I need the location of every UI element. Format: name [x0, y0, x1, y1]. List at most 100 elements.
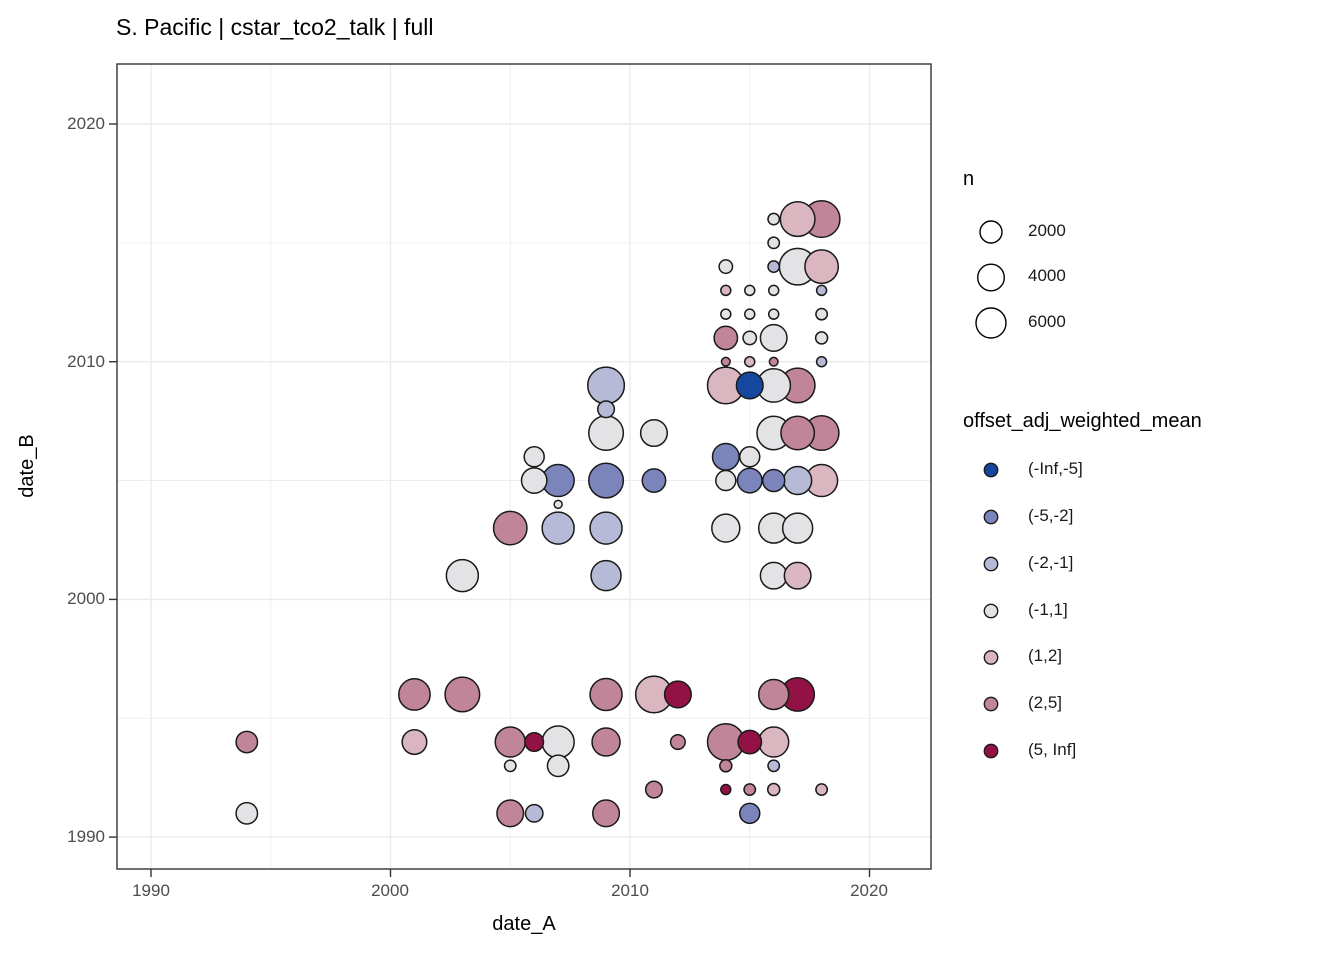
- color-legend-key: [983, 743, 999, 759]
- x-axis-title: date_A: [492, 913, 556, 935]
- data-point: [520, 467, 548, 494]
- color-legend-label-3: (-2,-1]: [1028, 553, 1074, 572]
- data-point: [711, 513, 741, 543]
- size-legend-label-6000: 6000: [1028, 312, 1066, 331]
- data-point: [780, 415, 816, 451]
- data-point: [492, 510, 528, 546]
- size-legend-key: [977, 263, 1006, 292]
- data-point: [783, 561, 812, 590]
- data-point: [768, 356, 779, 367]
- color-legend-key: [983, 650, 999, 665]
- data-point: [761, 468, 786, 493]
- color-legend-key: [983, 556, 999, 572]
- data-point: [503, 759, 517, 773]
- data-point: [767, 212, 781, 226]
- color-legend-key: [983, 696, 999, 712]
- color-legend-key: [983, 462, 999, 478]
- data-point: [735, 371, 764, 400]
- color-legend-label-5: (1,2]: [1028, 646, 1063, 665]
- data-point: [759, 323, 788, 352]
- data-point: [644, 780, 664, 799]
- color-legend-label-4: (-1,1]: [1028, 600, 1068, 619]
- data-point: [815, 284, 828, 297]
- data-point: [587, 366, 626, 405]
- y-tick-label-2000: 2000: [67, 589, 105, 608]
- data-point: [589, 677, 623, 712]
- data-point: [739, 802, 761, 825]
- data-point: [815, 355, 828, 368]
- size-legend-label-2000: 2000: [1028, 221, 1066, 240]
- data-point: [588, 462, 625, 499]
- size-legend-title: n: [963, 168, 975, 190]
- panel-border: [116, 63, 932, 870]
- data-point: [757, 726, 790, 758]
- data-point: [815, 307, 829, 321]
- data-point: [590, 559, 622, 592]
- color-legend-label-2: (-5,-2]: [1028, 506, 1074, 525]
- color-legend-title: offset_adj_weighted_mean: [963, 410, 1202, 432]
- data-point: [597, 400, 616, 419]
- data-point: [759, 561, 788, 590]
- data-point: [814, 331, 829, 345]
- data-point: [804, 249, 840, 285]
- data-point: [737, 729, 763, 755]
- size-legend-key: [979, 220, 1003, 244]
- data-point: [815, 783, 829, 797]
- data-point: [235, 801, 259, 825]
- data-point: [767, 759, 781, 773]
- y-tick-label-2010: 2010: [67, 352, 105, 371]
- data-point: [588, 414, 625, 452]
- data-point: [494, 726, 526, 758]
- color-legend-label-1: (-Inf,-5]: [1028, 459, 1083, 478]
- data-point: [781, 512, 814, 544]
- data-point: [496, 799, 525, 828]
- data-point: [541, 725, 575, 759]
- data-point: [767, 308, 780, 320]
- data-point: [669, 733, 686, 751]
- data-point: [766, 782, 781, 797]
- data-point: [592, 799, 621, 828]
- data-point: [711, 442, 740, 471]
- data-point: [524, 731, 545, 753]
- data-point: [743, 783, 757, 797]
- size-legend-key: [975, 307, 1007, 339]
- y-axis-title: date_B: [16, 434, 38, 498]
- data-point: [757, 678, 790, 711]
- x-tick-label-2000: 2000: [371, 881, 409, 900]
- data-point: [742, 330, 758, 346]
- data-point: [713, 325, 739, 351]
- page-title: S. Pacific | cstar_tco2_talk | full: [116, 14, 434, 40]
- data-point: [720, 783, 732, 796]
- color-legend-key: [983, 509, 999, 525]
- data-point: [523, 446, 545, 468]
- data-point: [641, 468, 667, 493]
- data-point: [444, 676, 481, 713]
- data-point: [546, 754, 570, 778]
- color-legend-label-6: (2,5]: [1028, 693, 1063, 712]
- data-point: [744, 355, 756, 368]
- size-legend-label-4000: 4000: [1028, 266, 1066, 285]
- data-point: [398, 678, 431, 711]
- data-point: [782, 465, 813, 496]
- data-point: [744, 308, 756, 320]
- data-point: [720, 356, 731, 367]
- data-point: [720, 284, 732, 297]
- data-point: [589, 511, 623, 545]
- data-point: [744, 284, 756, 297]
- x-tick-label-1990: 1990: [132, 881, 170, 900]
- data-point: [715, 469, 737, 492]
- x-tick-label-2010: 2010: [611, 881, 649, 900]
- data-point: [235, 730, 259, 754]
- data-point: [736, 467, 763, 494]
- data-point: [553, 499, 563, 510]
- data-point: [767, 284, 780, 297]
- data-point: [779, 201, 816, 238]
- data-point: [445, 558, 480, 593]
- data-point: [401, 728, 428, 756]
- data-point: [718, 259, 734, 275]
- data-point: [524, 803, 544, 823]
- data-point: [739, 446, 761, 468]
- y-tick-label-1990: 1990: [67, 827, 105, 846]
- data-point: [767, 236, 781, 250]
